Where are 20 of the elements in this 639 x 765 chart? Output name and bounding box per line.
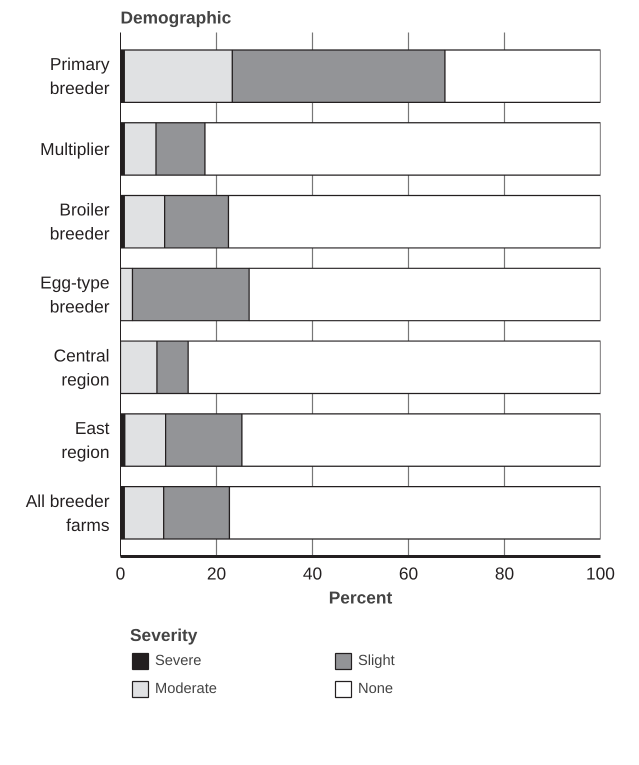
legend-label: Severe: [155, 653, 202, 669]
x-tick-label: 0: [116, 564, 126, 584]
x-tick-label: 40: [302, 564, 322, 584]
y-tick-label: All breeder farms: [26, 490, 110, 535]
y-tick-label: East region: [61, 418, 110, 462]
legend-label: Moderate: [155, 681, 218, 697]
y-tick-label: Broiler breeder: [50, 200, 110, 244]
x-tick-label: 100: [586, 564, 615, 584]
x-tick-label: 80: [494, 564, 514, 584]
legend-label: Slight: [358, 653, 396, 669]
x-tick-label: 20: [206, 564, 226, 584]
legend-label: None: [358, 681, 394, 697]
y-tick-label: Multiplier: [40, 138, 110, 159]
y-tick-label: Primary breeder: [50, 54, 110, 98]
y-tick-label: Central region: [54, 345, 110, 390]
x-axis-title: Percent: [328, 588, 393, 608]
x-tick-label: 60: [398, 564, 418, 584]
legend-title: Severity: [130, 625, 198, 646]
y-axis-title: Demographic: [120, 8, 232, 28]
y-tick-label: Egg-type breeder: [40, 272, 110, 316]
